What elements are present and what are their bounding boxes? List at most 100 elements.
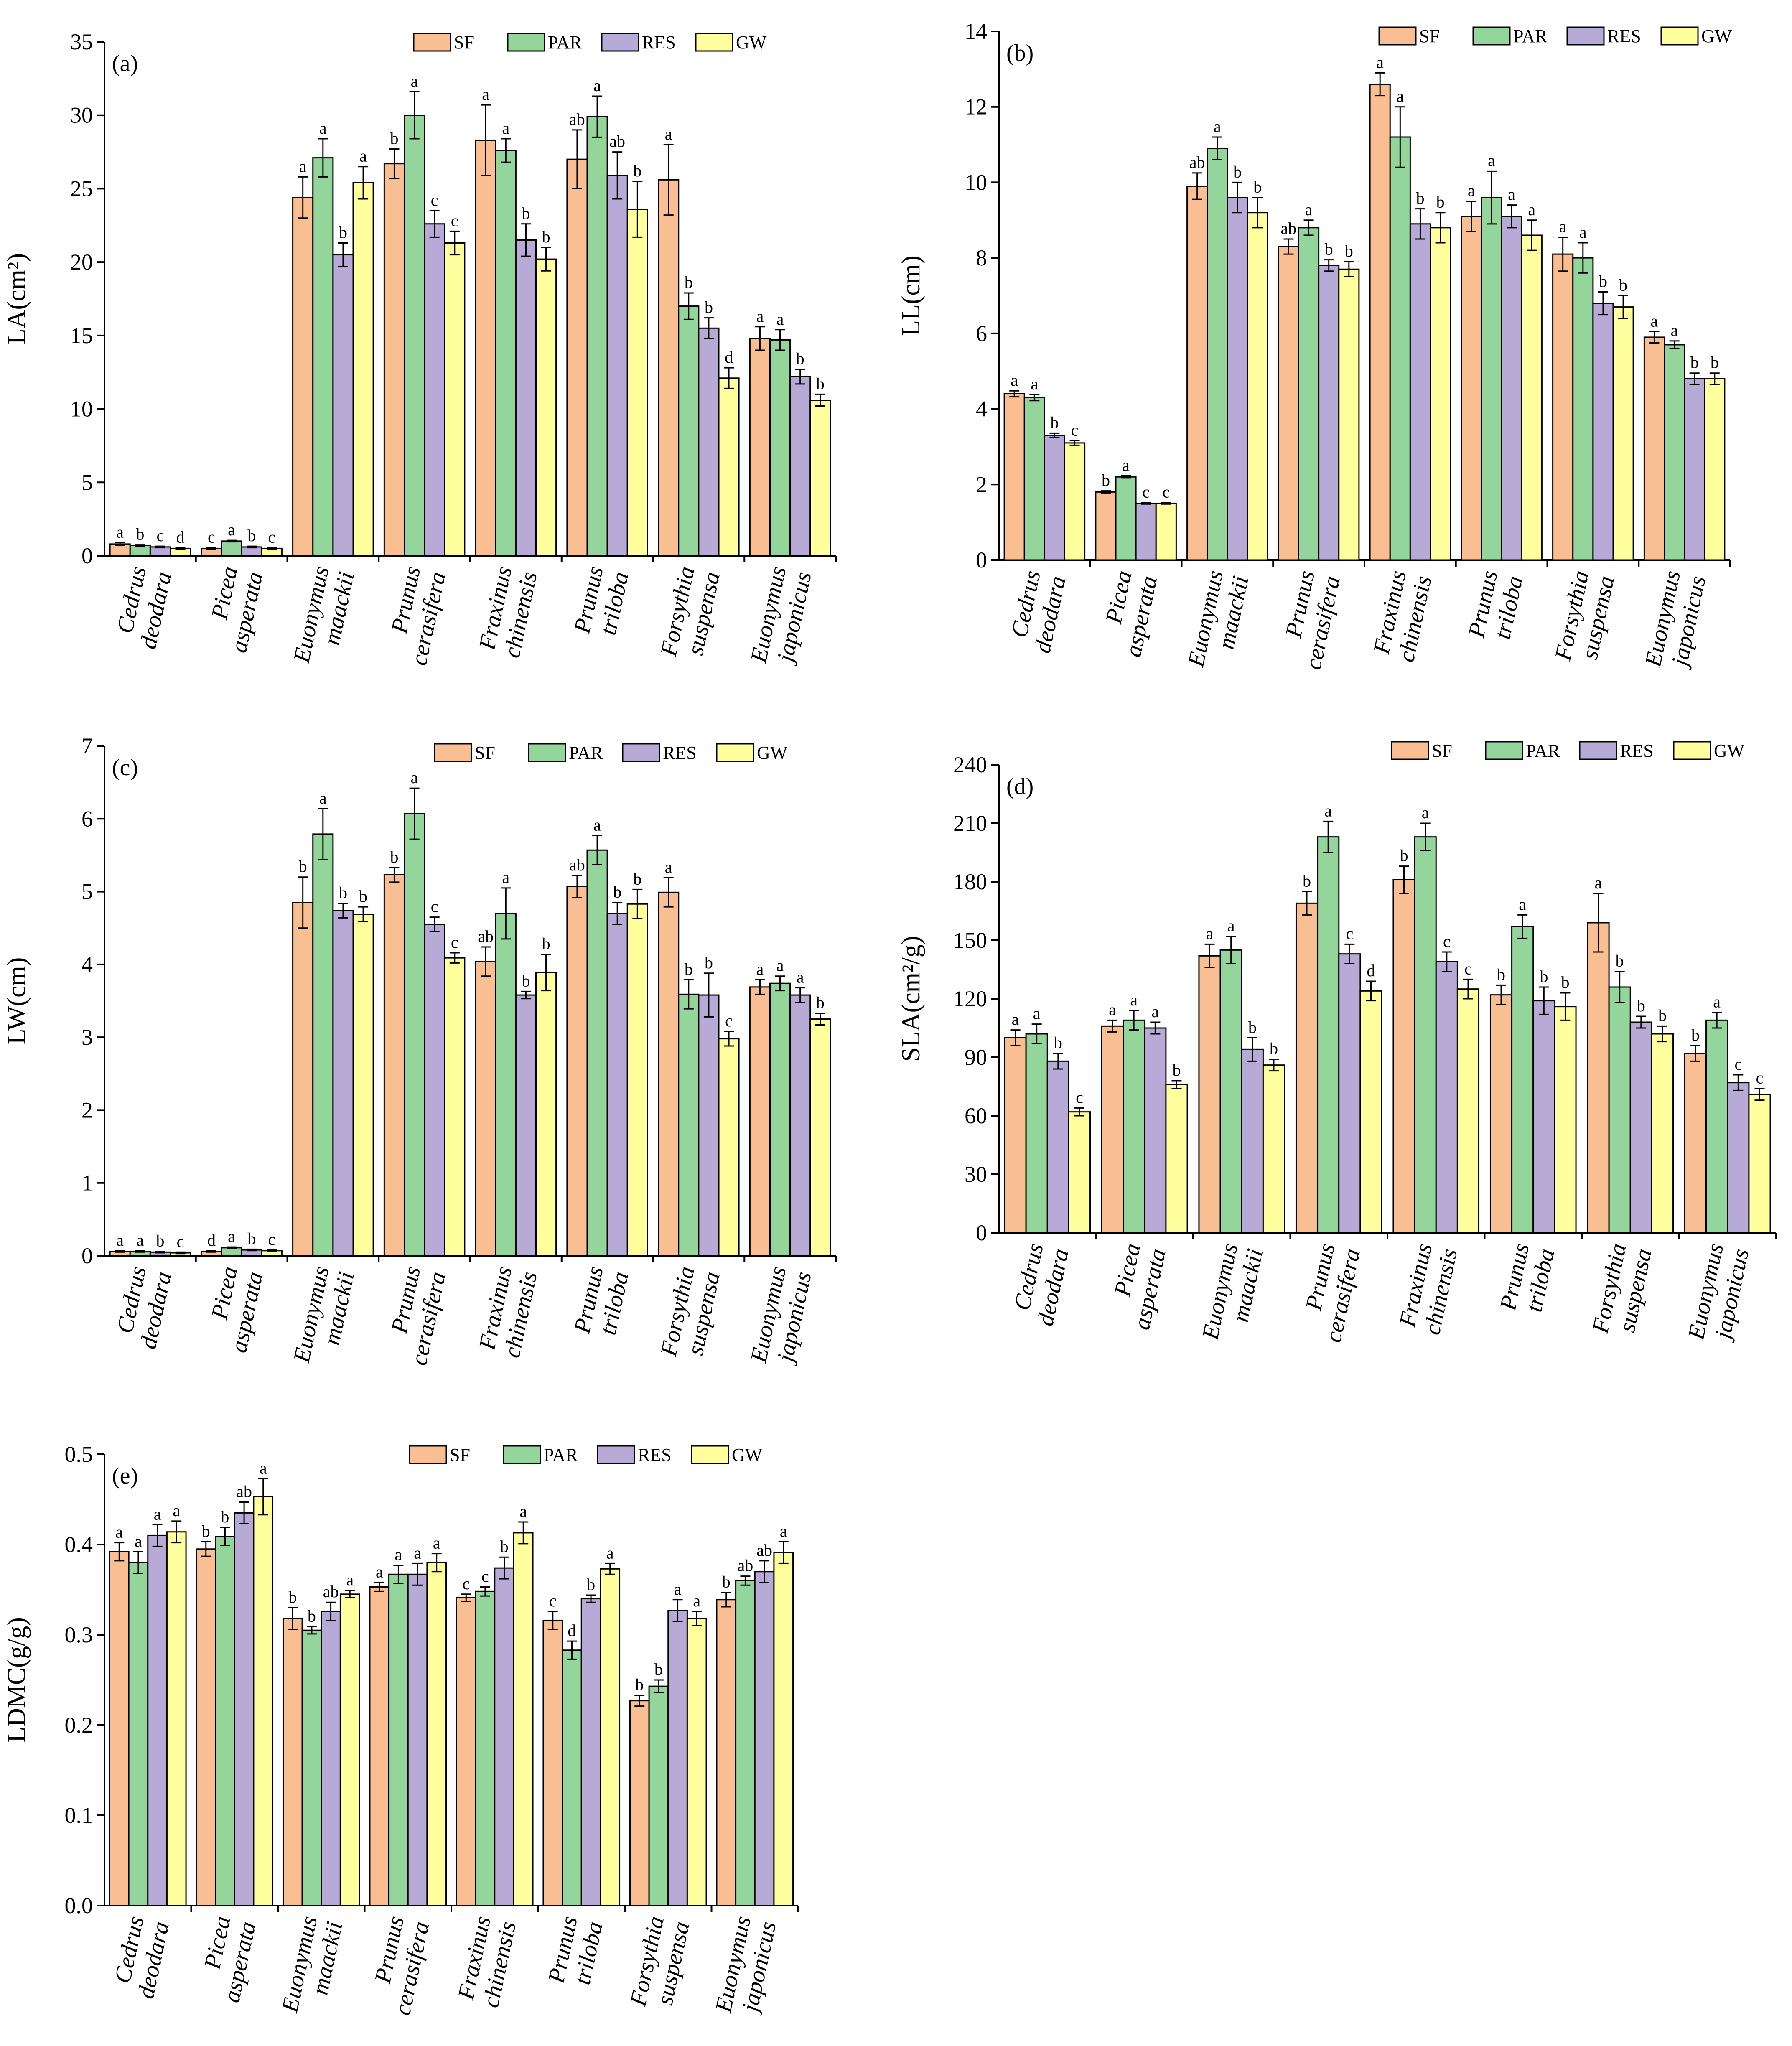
- bar-sf: [658, 891, 680, 1257]
- significance-label: a: [319, 119, 327, 137]
- x-category-label: Euonymusjaponicus: [1640, 568, 1711, 675]
- x-category-label: Forsythiasuspensa: [1550, 568, 1619, 669]
- bar-res: [1592, 303, 1614, 561]
- bar-par: [495, 913, 517, 1257]
- x-category-label: Cedrusdeodara: [1007, 1241, 1074, 1328]
- significance-label: a: [593, 76, 601, 95]
- significance-label: c: [462, 1574, 470, 1593]
- y-tick-label: 8: [976, 245, 987, 270]
- significance-label: ab: [569, 855, 585, 874]
- significance-label: a: [136, 1231, 144, 1249]
- significance-label: ab: [569, 110, 585, 129]
- significance-label: ab: [323, 1582, 339, 1601]
- bar-par: [586, 116, 608, 557]
- bar-gw: [600, 1568, 621, 1906]
- bar-par: [586, 849, 608, 1257]
- bar-gw: [809, 1018, 831, 1257]
- y-tick-label: 6: [976, 321, 987, 346]
- significance-label: a: [1422, 803, 1429, 822]
- bar-res: [606, 175, 628, 557]
- significance-label: b: [1616, 952, 1624, 970]
- significance-label: b: [1619, 276, 1627, 295]
- x-category-label: Euonymusmaackii: [1183, 568, 1254, 675]
- significance-label: c: [549, 1591, 557, 1610]
- legend-swatch-gw: [695, 33, 733, 52]
- significance-label: b: [633, 869, 641, 888]
- panel-label: (b): [1006, 40, 1033, 66]
- x-category-label: Fraxinuschinensis: [1394, 1241, 1463, 1337]
- y-tick-label: 4: [976, 397, 987, 422]
- significance-label: d: [725, 348, 733, 366]
- bar-par: [388, 1573, 409, 1906]
- x-category-label: Forsythiasuspensa: [655, 1264, 725, 1364]
- bar-gw: [1554, 1006, 1577, 1234]
- bar-par: [404, 115, 425, 557]
- bar-par: [312, 157, 334, 557]
- significance-label: b: [221, 1507, 229, 1526]
- bar-res: [407, 1573, 428, 1906]
- significance-label: d: [1367, 961, 1375, 980]
- significance-label: a: [1376, 53, 1384, 71]
- bar-gw: [626, 903, 648, 1257]
- legend-label-sf: SF: [1432, 741, 1452, 761]
- bar-sf: [282, 1618, 303, 1906]
- y-tick-label: 0.1: [65, 1803, 93, 1828]
- bar-par: [1123, 1019, 1145, 1234]
- legend-label-res: RES: [663, 743, 697, 763]
- significance-label: b: [796, 349, 804, 368]
- bar-gw: [535, 972, 557, 1257]
- legend-swatch-par: [1472, 26, 1511, 46]
- bar-res: [424, 924, 445, 1257]
- significance-label: b: [247, 1229, 256, 1248]
- x-category-label: Cedrusdeodara: [110, 1264, 177, 1351]
- significance-label: b: [1233, 162, 1242, 181]
- x-category-label: Fraxinuschinensis: [473, 564, 542, 660]
- bar-sf: [1461, 216, 1482, 561]
- legend-label-gw: GW: [736, 32, 767, 53]
- x-category-label: Prunustriloba: [543, 1914, 608, 1991]
- significance-label: c: [268, 1230, 275, 1249]
- significance-label: b: [202, 1522, 210, 1541]
- y-tick-label: 90: [965, 1045, 987, 1070]
- bar-sf: [475, 961, 496, 1257]
- significance-label: c: [1346, 924, 1353, 943]
- bar-res: [1435, 961, 1458, 1234]
- bar-res: [515, 994, 537, 1257]
- x-category-label: Prunuscerasifera: [364, 1914, 434, 2018]
- legend-label-gw: GW: [1701, 26, 1732, 46]
- x-category-label: Piceaasperata: [1103, 1241, 1171, 1332]
- significance-label: c: [1756, 1069, 1764, 1087]
- significance-label: a: [665, 858, 672, 876]
- legend-label-res: RES: [1620, 741, 1654, 761]
- bar-gw: [535, 258, 557, 557]
- significance-label: a: [260, 1458, 267, 1477]
- x-category-label: Euonymusmaackii: [288, 1264, 359, 1371]
- x-category-label: Piceaasperata: [1095, 568, 1162, 659]
- significance-label: a: [411, 768, 418, 787]
- significance-label: a: [116, 522, 124, 541]
- significance-label: b: [1248, 1018, 1257, 1036]
- bar-res: [1727, 1082, 1750, 1234]
- significance-label: b: [1400, 846, 1408, 865]
- bar-res: [1501, 216, 1522, 561]
- significance-label: b: [1561, 973, 1569, 992]
- significance-label: a: [173, 1501, 180, 1520]
- y-tick-label: 0.3: [65, 1622, 93, 1647]
- bar-par: [404, 813, 425, 1257]
- bar-gw: [253, 1496, 274, 1906]
- significance-label: c: [481, 1567, 489, 1586]
- bar-sf: [1684, 1053, 1707, 1234]
- significance-label: a: [1033, 1004, 1041, 1023]
- bar-gw: [1612, 306, 1634, 561]
- y-tick-label: 10: [70, 397, 93, 422]
- significance-label: a: [1109, 1000, 1116, 1019]
- legend-swatch-sf: [1378, 26, 1417, 46]
- legend-label-gw: GW: [757, 743, 788, 763]
- bar-par: [1298, 227, 1320, 561]
- significance-label: c: [1076, 1088, 1083, 1107]
- significance-label: a: [1011, 371, 1018, 389]
- significance-label: a: [1519, 895, 1526, 914]
- y-tick-label: 0.2: [65, 1713, 93, 1738]
- legend-swatch-res: [1579, 741, 1617, 760]
